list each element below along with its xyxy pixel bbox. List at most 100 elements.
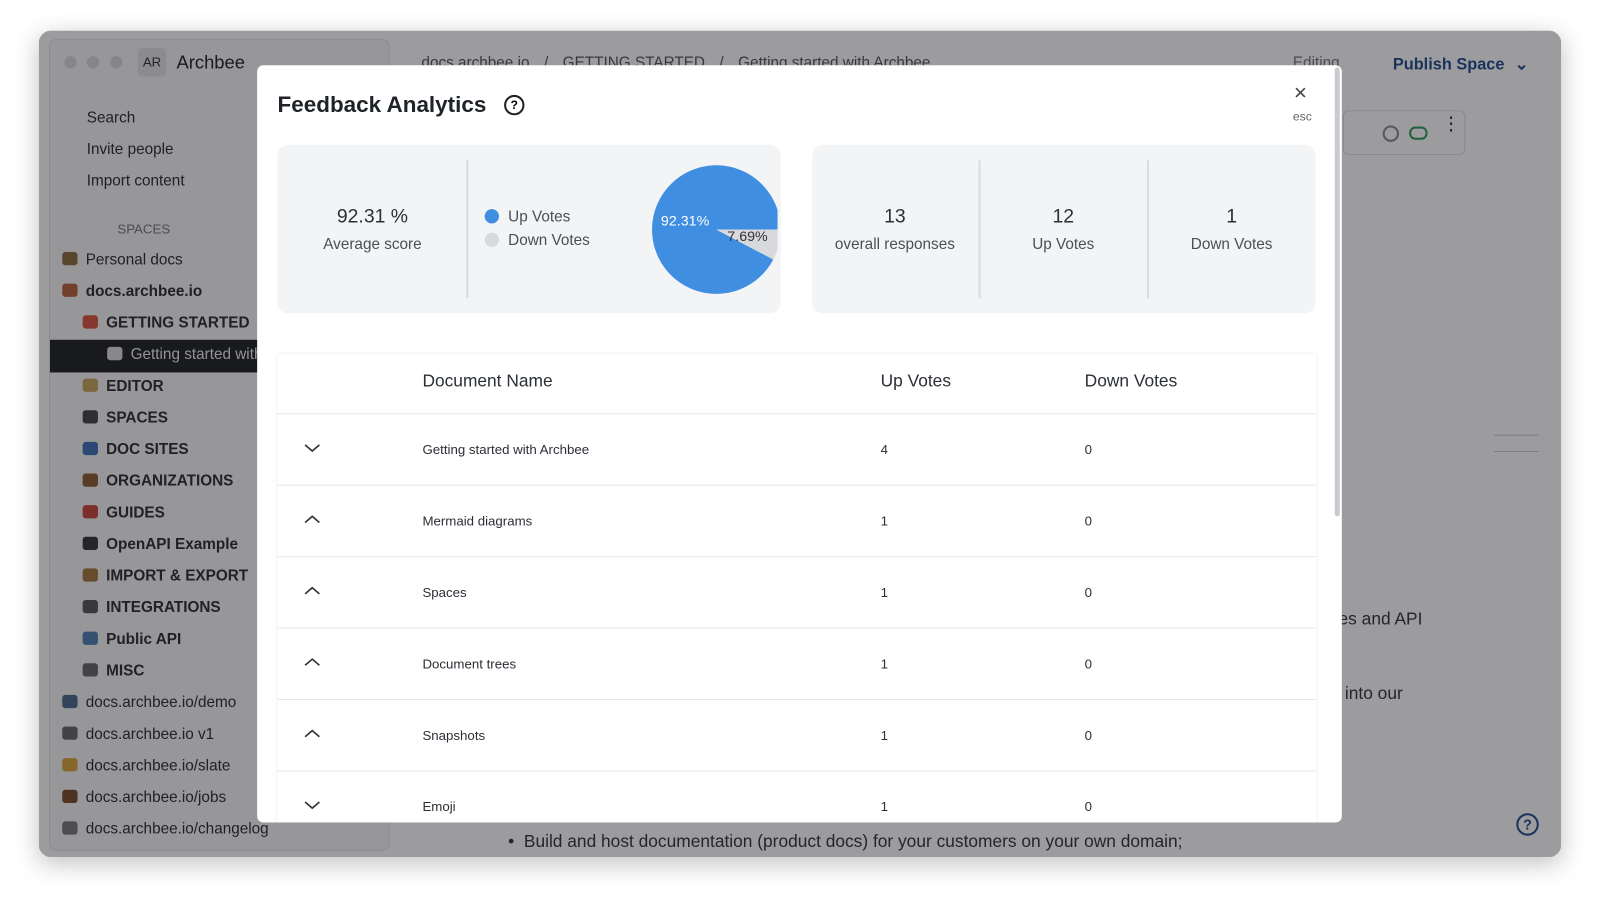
table-row[interactable]: Getting started with Archbee 4 0 — [277, 413, 1317, 485]
sidebar-action[interactable]: Invite people — [87, 141, 174, 159]
item-icon — [107, 346, 123, 361]
sidebar-item[interactable]: Personal docs — [62, 251, 183, 269]
chevron-up[interactable] — [304, 729, 320, 739]
table-row[interactable]: Snapshots 1 0 — [277, 698, 1317, 771]
table-row[interactable]: Mermaid diagrams 1 0 — [277, 484, 1317, 557]
legend-item: Up Votes — [484, 208, 570, 226]
stat-value: 1 — [1226, 206, 1238, 228]
item-label: GUIDES — [106, 504, 165, 522]
column-header[interactable]: Document Name — [422, 371, 553, 391]
sidebar-action[interactable]: Import content — [87, 172, 185, 190]
close-hint: esc — [1292, 109, 1312, 124]
item-icon — [62, 252, 78, 266]
item-label: Public API — [106, 630, 182, 648]
action-label: Invite people — [86, 140, 174, 159]
bullet-text: Build and host documentation (product do… — [523, 831, 1183, 852]
item-label: Personal docs — [85, 251, 183, 269]
chevron-down[interactable] — [304, 800, 320, 810]
document-name: Snapshots — [422, 727, 486, 743]
workspace-name[interactable]: Archbee — [176, 52, 245, 73]
stat-label: Down Votes — [1190, 235, 1273, 254]
average-label: Average score — [323, 235, 422, 254]
item-icon — [82, 663, 98, 677]
down-votes: 0 — [1084, 727, 1093, 743]
document-name: Getting started with Archbee — [422, 441, 590, 458]
sidebar-item[interactable]: docs.archbee.io v1 — [62, 726, 214, 744]
publish-label: Publish Space — [1392, 56, 1505, 74]
help-button[interactable]: ? — [1516, 813, 1539, 836]
scrollbar[interactable] — [1334, 67, 1340, 517]
sidebar-item[interactable]: docs.archbee.io/demo — [62, 694, 236, 712]
up-votes: 1 — [880, 584, 888, 600]
chevron-up[interactable] — [304, 586, 320, 596]
sidebar-item[interactable]: docs.archbee.io/jobs — [62, 789, 226, 807]
document-name: Mermaid diagrams — [422, 513, 533, 529]
sidebar-item[interactable]: SPACES — [82, 409, 168, 427]
up-votes: 1 — [880, 798, 888, 815]
sidebar-item[interactable]: GUIDES — [82, 504, 165, 522]
toolbar: ⋮ — [1342, 110, 1466, 156]
bullet-item: • Build and host documentation (product … — [508, 831, 1183, 852]
action-label: Search — [86, 109, 136, 127]
legend-swatch — [484, 232, 499, 247]
item-icon — [82, 631, 98, 645]
avatar[interactable]: AR — [137, 47, 167, 77]
item-icon — [82, 505, 98, 519]
sidebar-item[interactable]: docs.archbee.io/slate — [62, 757, 230, 775]
sidebar-item[interactable]: MISC — [82, 662, 144, 680]
sidebar-item[interactable]: DOC SITES — [82, 441, 189, 459]
item-label: docs.archbee.io/jobs — [85, 788, 227, 807]
sidebar-item[interactable]: docs.archbee.io — [62, 283, 202, 301]
cloud-icon[interactable] — [1409, 126, 1428, 140]
sidebar-item[interactable]: GETTING STARTED — [82, 314, 250, 332]
sidebar-item[interactable]: INTEGRATIONS — [82, 599, 221, 617]
help-icon[interactable]: ? — [504, 94, 525, 116]
column-header[interactable]: Up Votes — [880, 371, 952, 391]
spaces-label: SPACES — [117, 221, 171, 237]
document-name: Spaces — [422, 584, 467, 600]
down-votes: 0 — [1084, 798, 1093, 815]
traffic-light[interactable] — [110, 56, 123, 69]
check-icon[interactable] — [1382, 125, 1399, 142]
slice-label: 7.69% — [727, 229, 768, 245]
sidebar-item[interactable]: IMPORT & EXPORT — [82, 567, 248, 585]
item-icon — [82, 568, 98, 582]
item-icon — [62, 726, 78, 740]
legend-label: Down Votes — [508, 231, 590, 249]
sidebar-item[interactable]: Public API — [82, 630, 182, 649]
chevron-up[interactable] — [304, 514, 320, 524]
item-label: ORGANIZATIONS — [106, 472, 234, 490]
item-label: docs.archbee.io/changelog — [85, 820, 269, 838]
sidebar-item[interactable]: docs.archbee.io/changelog — [62, 820, 269, 838]
sidebar-item[interactable]: ORGANIZATIONS — [82, 472, 234, 490]
active-row — [49, 339, 259, 373]
table-row[interactable]: Spaces 1 0 — [277, 556, 1317, 628]
traffic-light[interactable] — [86, 56, 99, 69]
item-icon — [62, 821, 78, 835]
publish-button[interactable]: Publish Space ⌄ — [1393, 54, 1528, 74]
table-row[interactable]: Emoji 1 0 — [277, 770, 1317, 822]
separator: / — [543, 54, 549, 72]
chevron-up[interactable] — [304, 657, 320, 667]
chevron-down[interactable] — [304, 443, 320, 453]
action-label: Import content — [86, 172, 185, 190]
stat-value: 13 — [884, 206, 906, 228]
item-icon — [82, 378, 98, 392]
sidebar-item[interactable]: EDITOR — [82, 378, 164, 396]
item-label: docs.archbee.io/slate — [85, 757, 231, 775]
table-row[interactable]: Document trees 1 0 — [277, 627, 1317, 700]
item-icon — [82, 441, 98, 456]
pie-chart: 92.31% 7.69% — [652, 165, 778, 294]
down-votes: 0 — [1084, 584, 1093, 600]
item-icon — [62, 758, 78, 772]
column-header[interactable]: Down Votes — [1084, 371, 1178, 391]
sidebar-item[interactable]: OpenAPI Example — [82, 536, 238, 554]
legend-swatch — [484, 209, 499, 224]
modal-title: Feedback Analytics — [277, 91, 487, 118]
sidebar-action[interactable]: Search — [87, 109, 136, 127]
traffic-light[interactable] — [64, 56, 77, 69]
chevron: ⌄ — [1514, 56, 1529, 74]
close-button[interactable]: × — [1293, 79, 1307, 106]
divider — [466, 160, 469, 298]
